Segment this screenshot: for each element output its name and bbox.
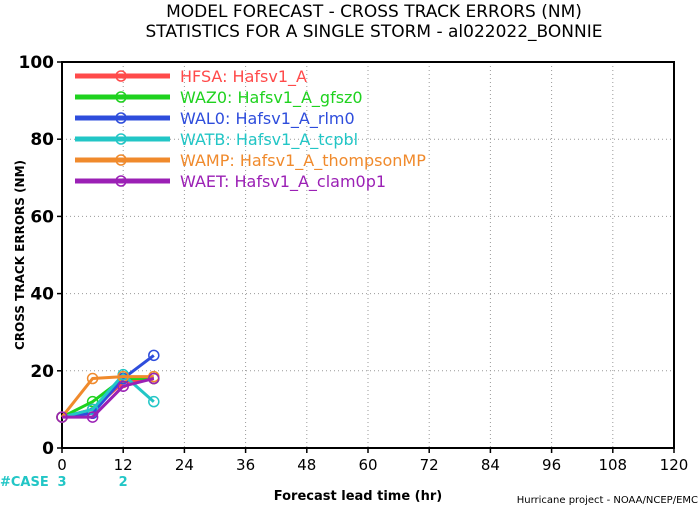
y-tick-label: 0 bbox=[42, 439, 54, 459]
data-point bbox=[56, 411, 68, 423]
case-count: 2 bbox=[119, 475, 128, 490]
data-point bbox=[148, 395, 160, 408]
footer-note: Hurricane project - NOAA/NCEP/EMC bbox=[517, 495, 698, 506]
legend-entry: WAMP: Hafsv1_A_thompsonMP bbox=[75, 151, 426, 171]
data-point bbox=[117, 380, 129, 392]
y-tick-label: 20 bbox=[30, 362, 54, 382]
x-tick-label: 24 bbox=[175, 456, 194, 474]
legend-label: WAMP: Hafsv1_A_thompsonMP bbox=[180, 151, 426, 171]
data-point bbox=[148, 349, 160, 362]
y-tick-label: 40 bbox=[30, 285, 54, 305]
axis-ticks: 0 12 24 36 48 60 72 84 96 108 120 0 20 40 60 80 100 bbox=[19, 53, 689, 474]
x-tick-label: 108 bbox=[598, 456, 627, 474]
series-line bbox=[62, 377, 155, 419]
legend-label: WATB: Hafsv1_A_tcpbl bbox=[180, 130, 358, 150]
case-label: #CASE bbox=[0, 475, 49, 490]
data-point bbox=[86, 403, 99, 416]
legend-entry: WAZ0: Hafsv1_A_gfsz0 bbox=[75, 88, 363, 108]
series-line bbox=[61, 354, 155, 419]
legend-swatch-marker bbox=[115, 112, 127, 124]
legend-label: WAL0: Hafsv1_A_rlm0 bbox=[180, 109, 355, 129]
grid bbox=[62, 62, 674, 448]
data-point bbox=[86, 411, 99, 423]
y-axis-label: CROSS TRACK ERRORS (NM) bbox=[13, 160, 27, 350]
data-point bbox=[86, 372, 99, 385]
x-tick-label: 72 bbox=[420, 456, 439, 474]
x-tick-label: 96 bbox=[542, 456, 561, 474]
legend-swatch-marker bbox=[115, 154, 127, 166]
legend-label: WAET: Hafsv1_A_clam0p1 bbox=[180, 172, 386, 192]
legend-swatch-marker bbox=[115, 175, 127, 187]
legend-swatch-marker bbox=[115, 70, 127, 82]
series-line bbox=[61, 373, 155, 419]
x-tick-label: 120 bbox=[660, 456, 689, 474]
x-tick-label: 36 bbox=[236, 456, 255, 474]
x-axis-label: Forecast lead time (hr) bbox=[274, 489, 442, 504]
legend-label: WAZ0: Hafsv1_A_gfsz0 bbox=[180, 88, 363, 108]
y-tick-label: 100 bbox=[19, 53, 55, 73]
y-tick-label: 80 bbox=[30, 130, 54, 150]
x-tick-label: 84 bbox=[481, 456, 500, 474]
series-line bbox=[60, 375, 154, 419]
legend-label: HFSA: Hafsv1_A bbox=[180, 67, 307, 87]
case-count: 3 bbox=[57, 475, 66, 490]
legend-swatch-marker bbox=[115, 91, 127, 103]
chart-subtitle: STATISTICS FOR A SINGLE STORM - al022022… bbox=[146, 22, 603, 42]
x-tick-label: 48 bbox=[297, 456, 316, 474]
series-lines bbox=[56, 349, 160, 423]
series-5 bbox=[56, 372, 160, 423]
legend-entry: HFSA: Hafsv1_A bbox=[75, 67, 307, 87]
data-point bbox=[148, 372, 160, 385]
x-tick-label: 12 bbox=[114, 456, 133, 474]
legend-entry: WAET: Hafsv1_A_clam0p1 bbox=[75, 172, 386, 192]
chart-title: MODEL FORECAST - CROSS TRACK ERRORS (NM) bbox=[166, 2, 582, 22]
legend-entry: WAL0: Hafsv1_A_rlm0 bbox=[75, 109, 355, 129]
case-counts: #CASE 3 2 bbox=[0, 475, 128, 490]
legend-swatch-marker bbox=[115, 133, 127, 145]
x-tick-label: 60 bbox=[358, 456, 377, 474]
x-tick-label: 0 bbox=[57, 456, 67, 474]
legend-entry: WATB: Hafsv1_A_tcpbl bbox=[75, 130, 358, 150]
y-tick-label: 60 bbox=[30, 207, 54, 227]
